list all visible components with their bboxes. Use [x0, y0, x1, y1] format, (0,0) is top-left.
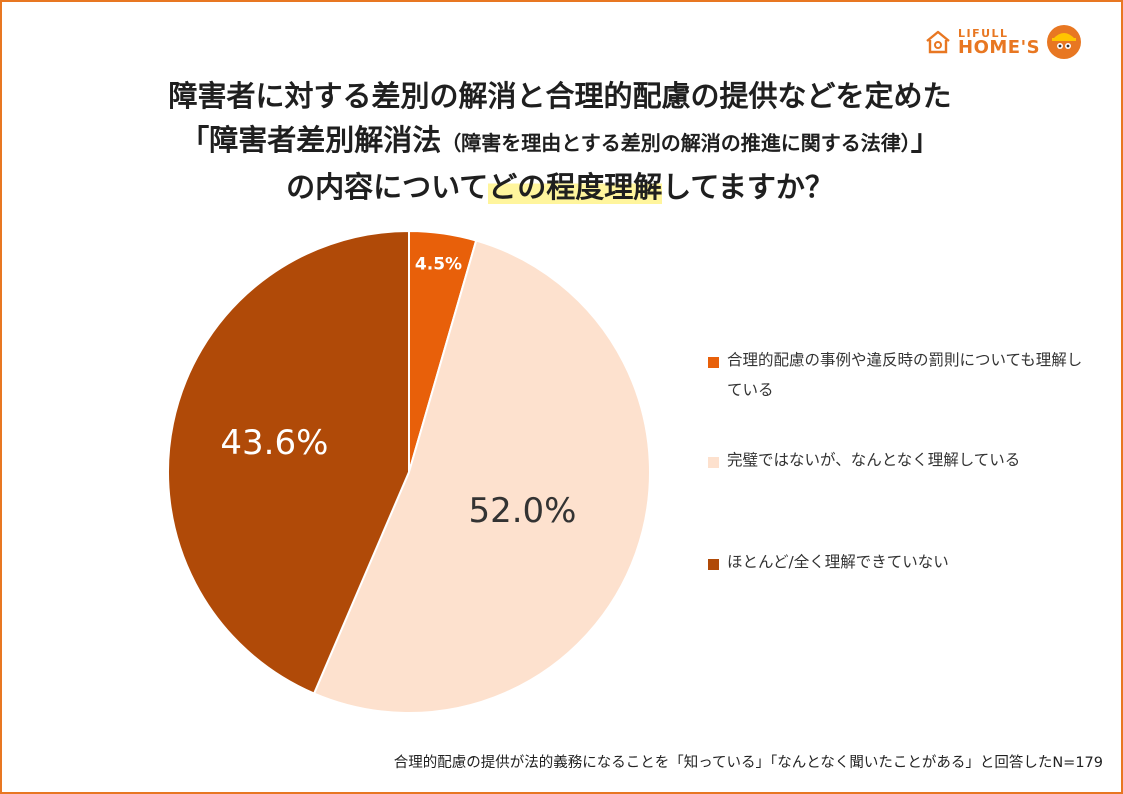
legend-label-1: 完璧ではないが、なんとなく理解している: [727, 451, 1021, 469]
footnote: 合理的配慮の提供が法的義務になることを「知っている」「なんとなく聞いたことがある…: [393, 755, 1103, 771]
title-line-1: 障害者に対する差別の解消と合理的配慮の提供などを定めた: [168, 79, 952, 113]
logo-big-text: HOME'S: [958, 36, 1041, 58]
title-line-3-pre: の内容について: [286, 170, 489, 204]
chart-title: 障害者に対する差別の解消と合理的配慮の提供などを定めた 「障害者差別解消法（障害…: [60, 74, 1060, 209]
mascot-icon: [1047, 25, 1082, 59]
title-line-3-post: してますか？: [662, 170, 834, 204]
legend-item-2: ほとんど/全く理解できていない: [708, 552, 1087, 577]
title-line-2: 「障害者差別解消法（障害を理由とする差別の解消の推進に関する法律）」: [60, 118, 1060, 165]
title-line-2-sub: （障害を理由とする差別の解消の推進に関する法律）: [441, 131, 911, 155]
title-highlight: どの程度理解: [488, 170, 663, 204]
pie-slice-1: [312, 239, 651, 714]
legend-label-0: 合理的配慮の事例や違反時の罰則についても理解している: [727, 351, 1083, 399]
legend-swatch-1: [708, 457, 719, 468]
logo-small-text: LIFULL: [958, 26, 1009, 40]
legend-label-2: ほとんど/全く理解できていない: [727, 553, 949, 571]
title-line-3: の内容についてどの程度理解してますか？: [60, 165, 1060, 209]
house-icon: [926, 30, 950, 54]
title-line-2-main: 「障害者差別解消法: [180, 123, 442, 157]
legend-item-1: 完璧ではないが、なんとなく理解している: [708, 450, 1087, 475]
pie-slice-label-2: 43.6%: [220, 423, 328, 463]
pie-slice-2: [167, 229, 410, 695]
legend-item-0: 合理的配慮の事例や違反時の罰則についても理解している: [708, 350, 1087, 405]
legend-swatch-2: [708, 559, 719, 570]
title-line-2-end: 」: [910, 123, 940, 157]
legend-swatch-0: [708, 357, 719, 368]
pie-chart: 4.5% 52.0% 43.6%: [167, 229, 651, 714]
pie-slice-label-1: 52.0%: [468, 491, 576, 531]
pie-slice-label-0: 4.5%: [415, 254, 462, 274]
lifull-homes-logo: LIFULL HOME'S: [924, 24, 1082, 60]
